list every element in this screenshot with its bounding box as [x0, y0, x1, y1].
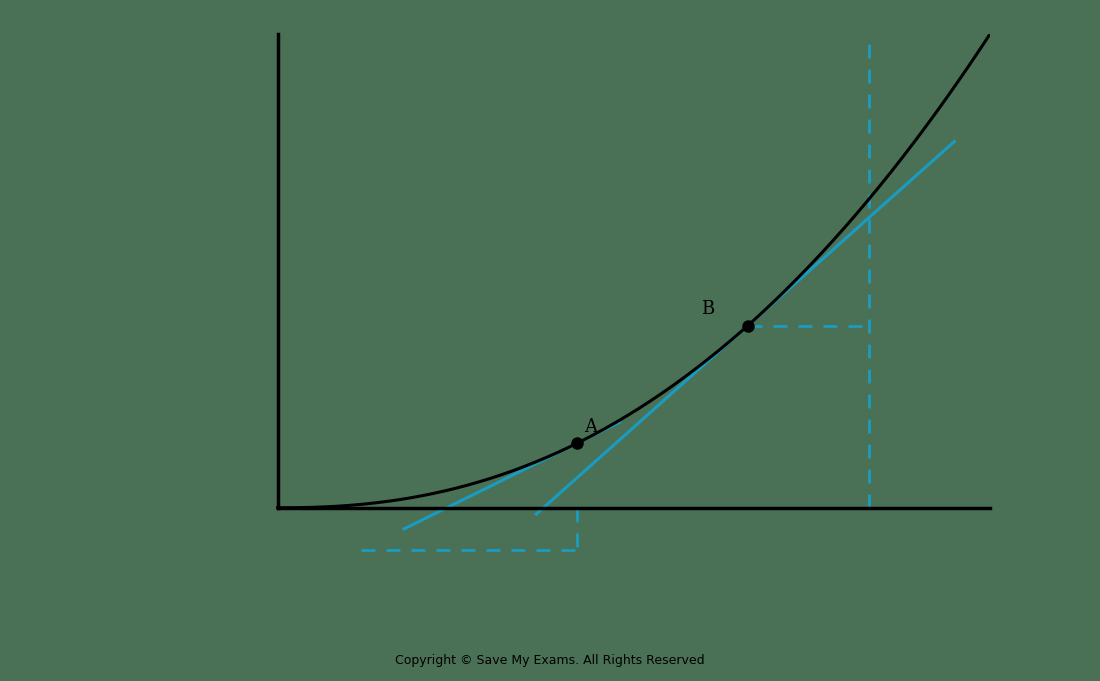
Text: A: A: [584, 417, 597, 436]
Text: Copyright © Save My Exams. All Rights Reserved: Copyright © Save My Exams. All Rights Re…: [395, 654, 705, 667]
Text: B: B: [702, 300, 715, 318]
